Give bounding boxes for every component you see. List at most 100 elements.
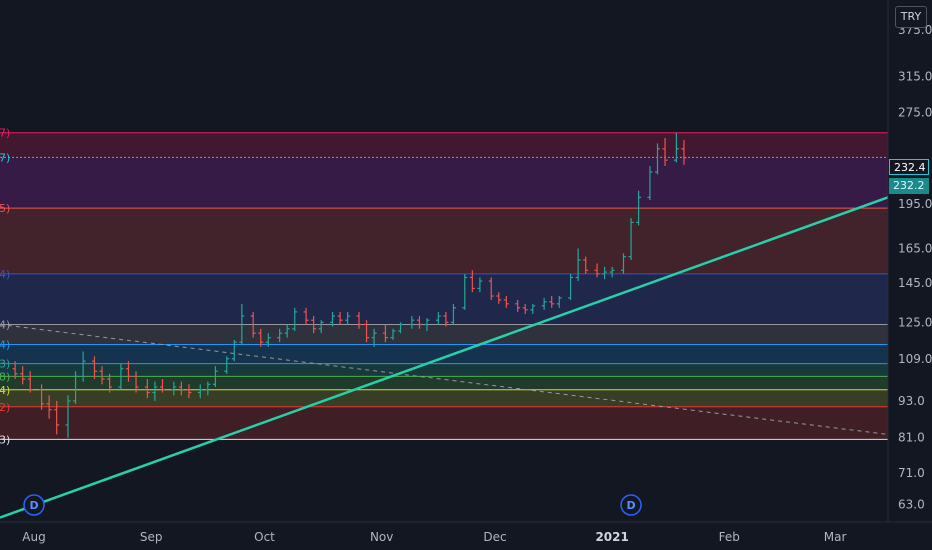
price-tick-7: 125.0 [898, 315, 932, 329]
dividend-marker-0[interactable]: D [23, 494, 45, 516]
price-tick-10: 81.0 [898, 431, 925, 445]
ohlc-bar-33 [303, 307, 309, 325]
fib-zone-3 [0, 273, 888, 325]
ohlc-bar-18 [171, 381, 177, 396]
time-tick-7: Mar [824, 530, 847, 544]
ohlc-bar-66 [594, 263, 600, 278]
fib-zone-9 [0, 406, 888, 440]
ohlc-bar-23 [212, 366, 218, 388]
ohlc-bar-74 [662, 137, 668, 166]
ohlc-bar-28 [258, 328, 264, 347]
ohlc-bar-64 [575, 248, 581, 282]
fib-zone-4 [0, 324, 888, 345]
ohlc-bar-38 [345, 311, 351, 325]
fib-level-labels: 7)7)5)4)4)4)3)8)4)2)3) [0, 127, 10, 447]
time-tick-3: Nov [370, 530, 393, 544]
ohlc-bar-24 [224, 356, 230, 374]
dividend-marker-1[interactable]: D [620, 494, 642, 516]
ohlc-bar-10 [99, 366, 105, 385]
ohlc-bar-2 [27, 371, 33, 393]
ohlc-bar-41 [371, 328, 377, 347]
ohlc-bar-21 [197, 384, 203, 399]
fib-level-label-3: 4) [0, 268, 10, 281]
price-tick-9: 93.0 [898, 394, 925, 408]
fib-level-label-1: 7) [0, 151, 10, 164]
ohlc-bar-47 [424, 318, 430, 331]
ohlc-bar-46 [416, 316, 422, 329]
ohlc-bar-52 [469, 270, 475, 293]
ohlc-bar-57 [515, 299, 521, 312]
ohlc-bar-22 [205, 381, 211, 396]
ohlc-bar-17 [159, 379, 165, 393]
fib-zones [0, 132, 888, 440]
ohlc-bar-61 [549, 296, 555, 308]
time-tick-6: Feb [719, 530, 740, 544]
ohlc-bars [12, 132, 687, 438]
ohlc-bar-15 [144, 379, 150, 399]
ohlc-bar-13 [125, 361, 131, 382]
time-tick-1: Sep [140, 530, 163, 544]
time-tick-4: Dec [483, 530, 506, 544]
price-tick-5: 165.0 [898, 241, 932, 255]
price-tick-2: 275.0 [898, 106, 932, 120]
ohlc-bar-31 [284, 324, 290, 338]
time-axis[interactable]: Aug Sep Oct Nov Dec 2021 Feb Mar [22, 530, 846, 544]
ohlc-bar-71 [636, 190, 642, 226]
ohlc-bar-19 [178, 381, 184, 396]
fib-zone-1 [0, 157, 888, 209]
ohlc-bar-75 [673, 132, 679, 163]
ohlc-bar-1 [20, 366, 26, 385]
ohlc-bar-69 [620, 253, 626, 274]
dashed-trendline[interactable] [0, 323, 889, 435]
ohlc-bar-48 [435, 311, 441, 325]
fib-level-label-5: 4) [0, 339, 10, 352]
fib-level-label-4: 4) [0, 318, 10, 331]
ohlc-bar-50 [450, 303, 456, 325]
price-tick-8: 109.0 [898, 352, 932, 366]
ohlc-bar-7 [73, 371, 79, 404]
fib-zone-6 [0, 363, 888, 377]
currency-label[interactable]: TRY [895, 6, 927, 28]
ohlc-bar-40 [364, 320, 370, 343]
ohlc-bar-30 [277, 328, 283, 343]
ohlc-bar-56 [503, 296, 509, 308]
time-tick-2: Oct [254, 530, 275, 544]
ohlc-bar-5 [54, 400, 60, 435]
ohlc-bar-51 [462, 273, 468, 310]
ohlc-bar-37 [337, 311, 343, 325]
trendline-price-tag: 232.2 [889, 178, 929, 194]
fib-level-label-9: 2) [0, 401, 10, 414]
ohlc-bar-43 [390, 328, 396, 340]
ohlc-bar-58 [522, 303, 528, 314]
price-tick-1: 315.0 [898, 70, 932, 84]
drawn-lines[interactable] [0, 196, 889, 519]
ohlc-bar-39 [356, 311, 362, 329]
ohlc-bar-44 [398, 322, 404, 334]
ohlc-bar-36 [330, 311, 336, 327]
price-tick-11: 71.0 [898, 466, 925, 480]
ohlc-bar-67 [602, 266, 608, 280]
ohlc-bar-12 [118, 363, 124, 390]
ohlc-bar-4 [46, 395, 52, 419]
ohlc-bar-27 [250, 311, 256, 338]
ohlc-bar-49 [443, 311, 449, 327]
price-axis[interactable]: 375.0315.0275.0195.0165.0145.0125.0109.0… [898, 23, 932, 511]
fib-zone-0 [0, 132, 888, 158]
ohlc-bar-55 [496, 292, 502, 304]
ohlc-bar-72 [647, 165, 653, 200]
fib-zone-5 [0, 344, 888, 364]
price-tick-12: 63.0 [898, 498, 925, 512]
ohlc-bar-16 [152, 381, 158, 401]
ohlc-bar-29 [265, 333, 271, 347]
ohlc-bar-9 [91, 356, 97, 380]
ohlc-bar-53 [477, 277, 483, 293]
ohlc-bar-34 [311, 316, 317, 334]
fib-zone-7 [0, 376, 888, 390]
ohlc-bar-54 [488, 277, 494, 300]
trendline[interactable] [0, 196, 889, 519]
ohlc-bar-65 [583, 256, 589, 274]
ohlc-bar-14 [133, 371, 139, 393]
